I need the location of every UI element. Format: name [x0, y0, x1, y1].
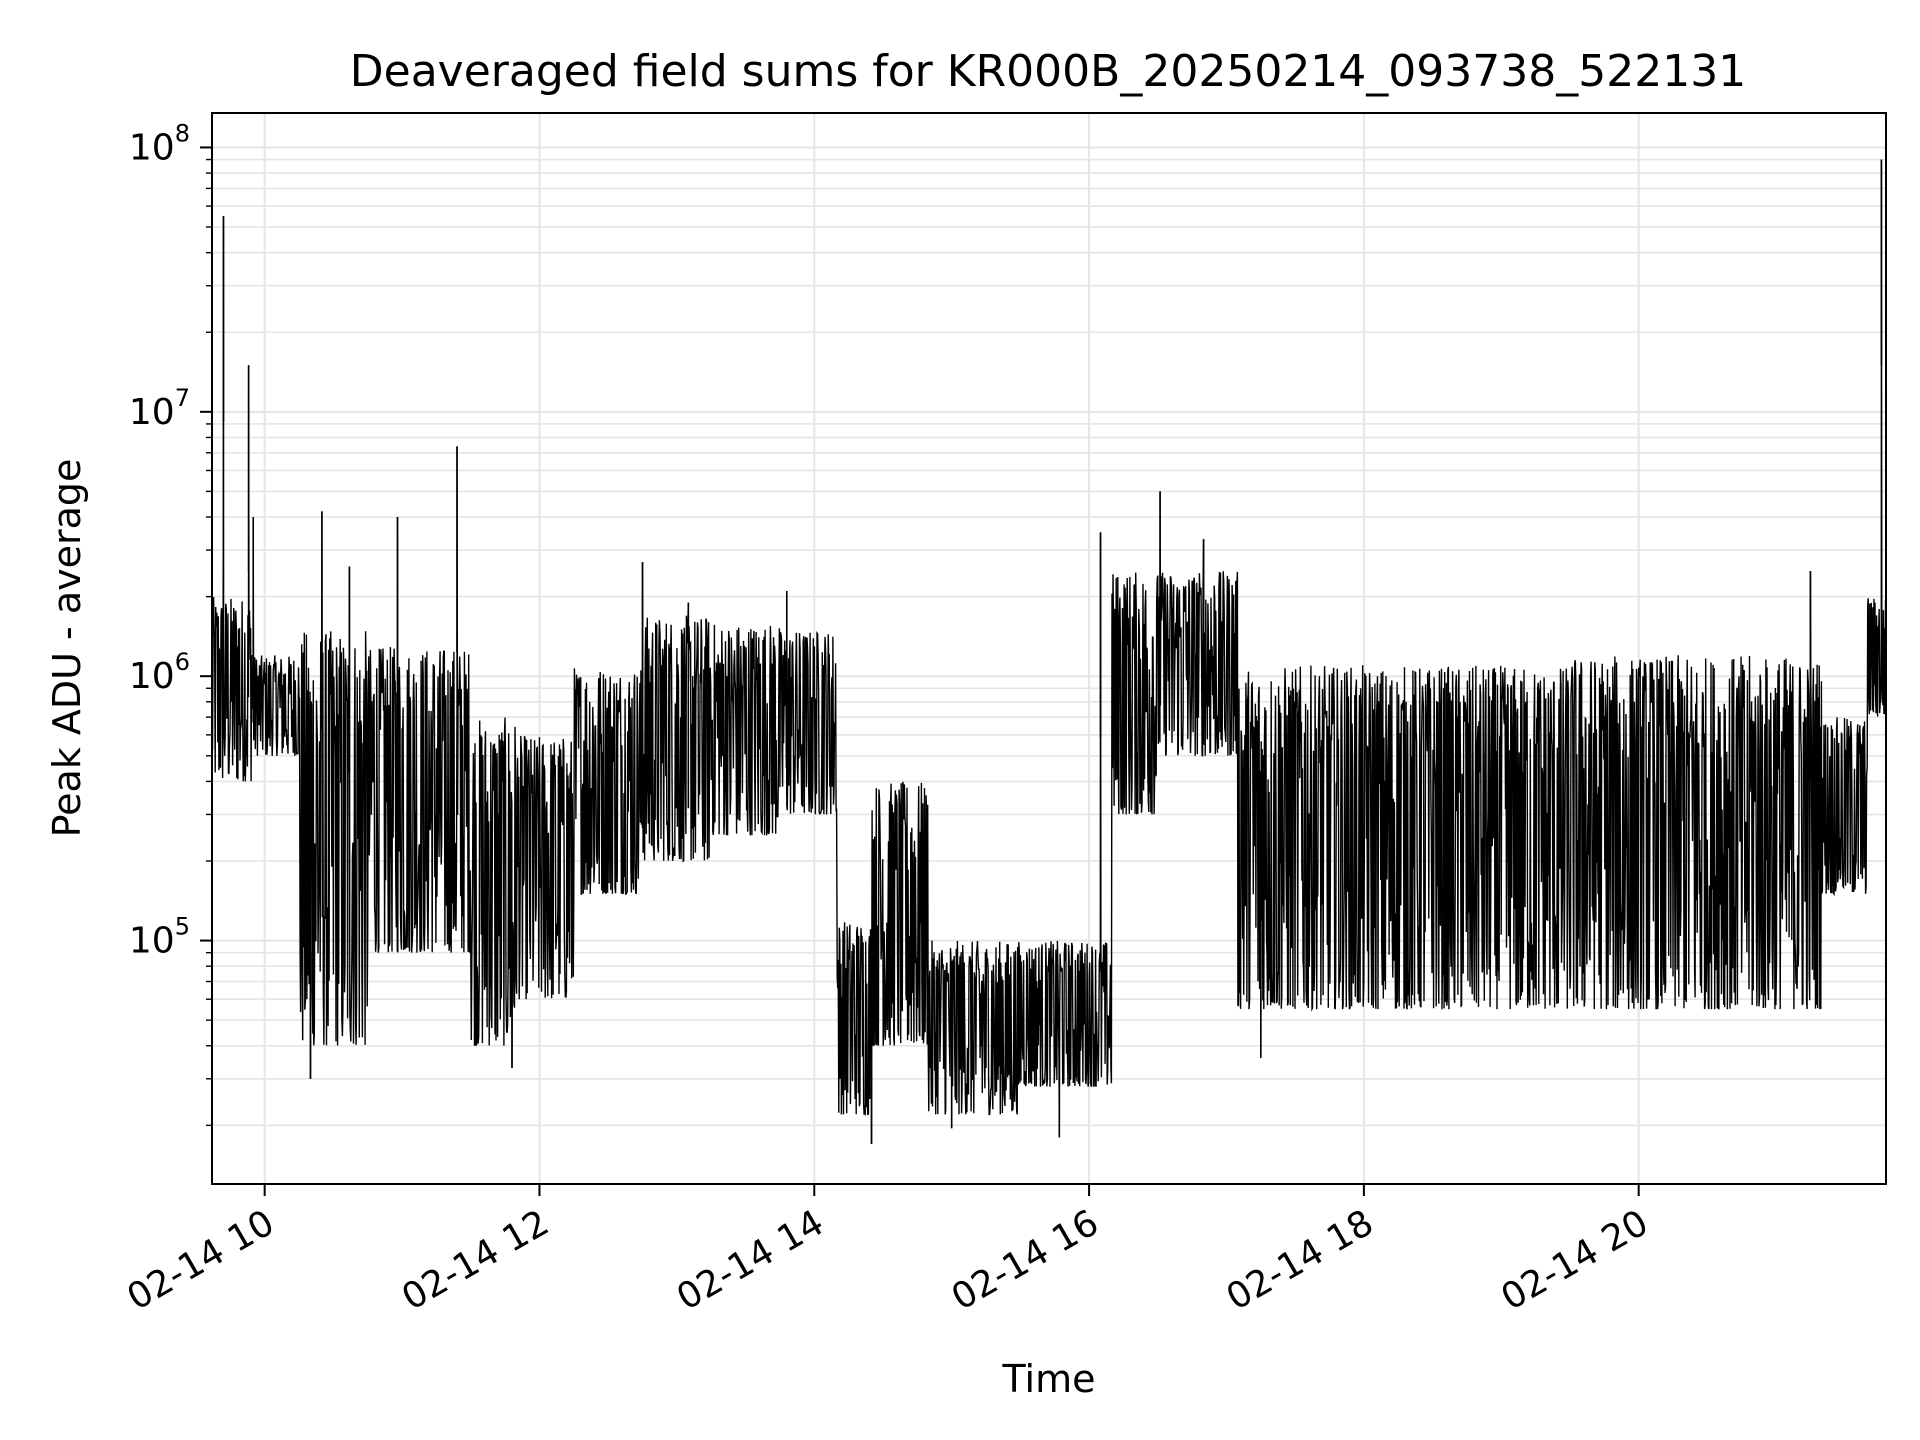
- plot-area-frame: [211, 112, 1887, 1185]
- y-tick-exponent: 6: [175, 648, 190, 676]
- y-tick-exponent: 8: [175, 119, 190, 147]
- y-tick-exponent: 5: [175, 913, 190, 941]
- chart-title: Deaveraged field sums for KR000B_2025021…: [350, 46, 1746, 97]
- y-tick-label: 105: [129, 913, 190, 962]
- x-tick-label: 02-14 20: [1495, 1202, 1656, 1318]
- x-tick-label: 02-14 16: [945, 1202, 1106, 1318]
- grid-lines: [212, 113, 1886, 1184]
- x-tick-label: 02-14 18: [1220, 1202, 1381, 1318]
- y-axis-label: Peak ADU - average: [45, 459, 89, 838]
- y-tick-label: 106: [129, 648, 190, 697]
- data-series: [211, 159, 1887, 1145]
- y-tick-base: 10: [129, 656, 175, 697]
- x-tick-label: 02-14 14: [670, 1202, 831, 1318]
- y-tick-label: 108: [129, 119, 190, 168]
- x-axis-label: Time: [1002, 1357, 1096, 1401]
- y-tick-label: 107: [129, 384, 190, 433]
- y-tick-exponent: 7: [175, 384, 190, 412]
- y-tick-base: 10: [129, 392, 175, 433]
- series-line: [211, 159, 1887, 1145]
- x-tick-label: 02-14 12: [395, 1202, 556, 1318]
- y-tick-base: 10: [129, 921, 175, 962]
- x-tick-label: 02-14 10: [120, 1202, 281, 1318]
- y-tick-base: 10: [129, 127, 175, 168]
- x-axis-ticks: 02-14 10 02-14 12 02-14 14 02-14 16 02-14 18…: [120, 1184, 1655, 1319]
